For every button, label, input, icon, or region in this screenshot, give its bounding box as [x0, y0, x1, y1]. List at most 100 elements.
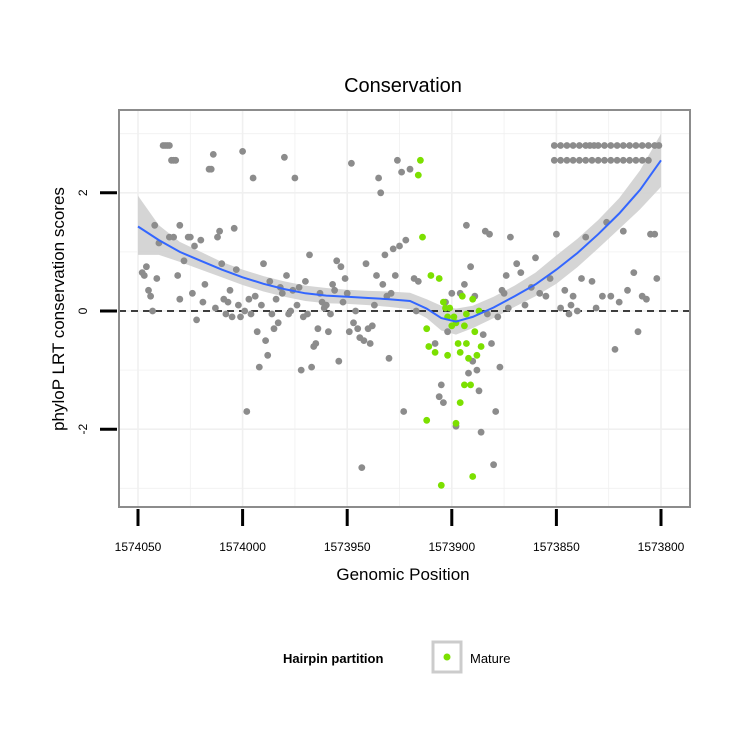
point-other — [398, 168, 405, 176]
smooth-line — [137, 159, 662, 323]
point-other — [170, 233, 178, 241]
point-other — [354, 325, 362, 333]
point-other — [546, 275, 554, 282]
point-mature — [461, 322, 468, 330]
point-other — [375, 174, 382, 182]
point-mature — [454, 340, 462, 347]
point-other — [500, 289, 508, 297]
point-other — [281, 153, 288, 161]
point-mature — [473, 351, 481, 359]
point-other — [400, 408, 408, 415]
point-other — [237, 313, 244, 321]
point-other — [166, 142, 173, 149]
point-other — [176, 221, 184, 229]
x-tick-label: 1573800 — [638, 540, 685, 554]
point-other — [645, 156, 652, 164]
point-other — [373, 272, 380, 279]
point-other — [626, 142, 633, 149]
point-other — [431, 340, 439, 347]
point-other — [402, 236, 410, 244]
point-other — [249, 174, 257, 182]
point-mature — [427, 272, 435, 279]
point-other — [241, 307, 249, 315]
point-mature — [467, 381, 474, 389]
point-other — [553, 230, 560, 238]
point-other — [140, 272, 148, 279]
point-other — [174, 272, 182, 279]
point-other — [461, 281, 468, 288]
point-other — [143, 263, 150, 271]
point-other — [576, 142, 583, 149]
point-other — [615, 298, 623, 306]
point-other — [287, 307, 295, 315]
point-other — [414, 278, 422, 285]
point-other — [634, 328, 642, 336]
point-other — [607, 142, 615, 149]
point-other — [339, 298, 347, 306]
point-other — [496, 363, 504, 371]
y-axis: -2 0 2 — [76, 189, 117, 435]
point-other — [291, 174, 299, 182]
point-other — [207, 165, 215, 173]
point-other — [517, 269, 525, 276]
point-other — [239, 148, 247, 155]
point-mature — [417, 156, 424, 164]
point-other — [567, 301, 575, 309]
point-mature — [425, 343, 433, 350]
point-other — [226, 286, 234, 294]
point-other — [335, 357, 343, 365]
point-other — [494, 313, 502, 321]
point-other — [467, 263, 474, 271]
point-other — [651, 230, 659, 238]
point-mature — [419, 233, 426, 241]
point-other — [274, 319, 282, 327]
point-other — [214, 233, 221, 241]
point-other — [262, 337, 269, 344]
point-mature — [446, 304, 454, 312]
point-other — [611, 346, 619, 353]
point-other — [565, 310, 573, 318]
point-other — [613, 142, 621, 149]
point-other — [333, 257, 341, 265]
point-other — [391, 272, 399, 279]
point-mature — [423, 325, 431, 333]
point-other — [377, 189, 385, 197]
point-mature — [431, 349, 439, 356]
point-other — [638, 142, 646, 149]
point-other — [619, 227, 627, 235]
point-other — [473, 366, 481, 374]
point-mature — [456, 399, 464, 406]
point-mature — [469, 295, 477, 303]
point-other — [557, 156, 564, 164]
y-tick-label: 0 — [76, 307, 90, 314]
panel-border — [118, 109, 691, 508]
point-other — [594, 156, 602, 164]
chart-title: Conservation — [344, 75, 462, 97]
point-other — [224, 298, 232, 306]
point-other — [243, 408, 251, 415]
point-other — [343, 289, 351, 297]
point-other — [381, 251, 389, 259]
point-other — [463, 221, 470, 229]
point-other — [329, 281, 336, 288]
x-axis-title: Genomic Position — [336, 565, 469, 584]
point-other — [253, 328, 261, 336]
point-other — [186, 233, 194, 241]
point-other — [588, 278, 596, 285]
point-other — [232, 266, 240, 273]
point-other — [632, 142, 640, 149]
point-other — [255, 363, 263, 371]
point-other — [348, 159, 355, 167]
point-other — [557, 304, 564, 312]
point-other — [191, 242, 198, 250]
point-other — [389, 245, 397, 253]
point-other — [440, 399, 447, 406]
point-other — [295, 284, 303, 291]
point-other — [563, 156, 571, 164]
point-other — [314, 325, 322, 333]
point-other — [536, 289, 544, 297]
point-other — [268, 310, 276, 318]
point-other — [197, 236, 205, 244]
point-other — [247, 310, 255, 318]
point-other — [235, 301, 242, 309]
